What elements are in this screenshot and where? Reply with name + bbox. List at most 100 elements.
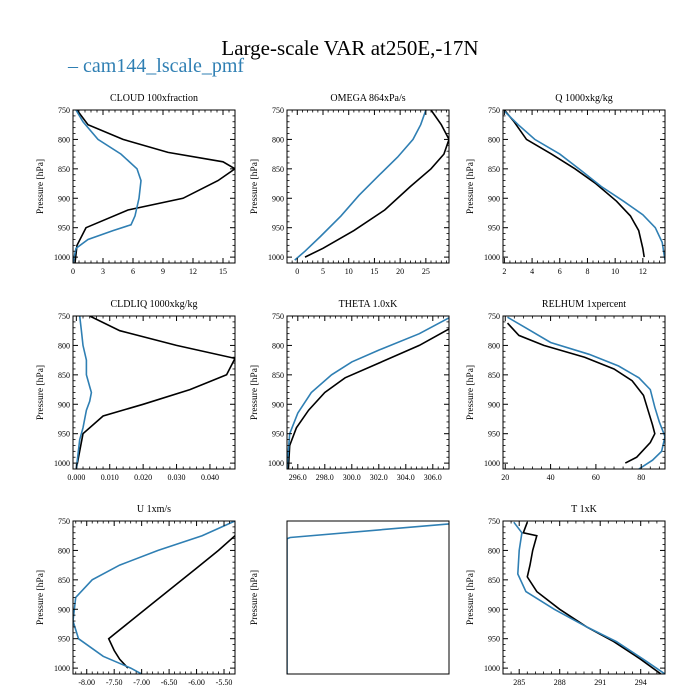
panel-title: CLOUD 100xfraction: [110, 93, 198, 104]
x-tick-label: 20: [396, 267, 404, 276]
y-tick-label: 850: [272, 371, 284, 380]
x-tick-label: 2: [502, 267, 506, 276]
y-tick-label: 900: [58, 400, 70, 409]
x-tick-label: -7.00: [133, 678, 150, 687]
y-tick-label: 900: [488, 194, 500, 203]
y-tick-label: 750: [58, 517, 70, 526]
x-tick-label: 0: [71, 267, 75, 276]
y-axis-label: Pressure [hPa]: [36, 365, 46, 420]
y-tick-label: 1000: [484, 253, 500, 262]
x-tick-label: 15: [219, 267, 227, 276]
x-tick-label: 6: [558, 267, 562, 276]
y-tick-label: 900: [58, 194, 70, 203]
panel-6: RELHUM 1xpercent Pressure [hPa] 750 800 850 9…: [466, 299, 666, 482]
x-tick-label: 0: [295, 267, 299, 276]
x-tick-label: 4: [530, 267, 534, 276]
panel-title: Q 1000xkg/kg: [555, 93, 613, 104]
y-axis-label: Pressure [hPa]: [36, 159, 46, 214]
y-tick-label: 850: [58, 576, 70, 585]
y-tick-label: 1000: [484, 459, 500, 468]
y-tick-label: 750: [488, 106, 500, 115]
x-tick-label: 0.030: [168, 473, 186, 482]
series-line-blue: [287, 317, 449, 469]
y-tick-label: 800: [488, 135, 500, 144]
y-tick-label: 800: [58, 341, 70, 350]
series-line-blue: [503, 110, 665, 261]
series-line-black: [74, 110, 235, 263]
panel-9: T 1xK Pressure [hPa] 750 800 850 900 950 1000 28…: [466, 504, 666, 687]
y-tick-label: 900: [272, 400, 284, 409]
plot-frame: [72, 520, 236, 675]
x-tick-label: 0.020: [134, 473, 152, 482]
y-tick-label: 750: [272, 312, 284, 321]
x-tick-label: 40: [547, 473, 555, 482]
panel-3: Q 1000xkg/kg Pressure [hPa] 750 800 850 900 95…: [466, 93, 666, 276]
y-tick-label: 1000: [54, 459, 70, 468]
series-line-black: [75, 316, 235, 469]
y-tick-label: 850: [272, 165, 284, 174]
panel-title: RELHUM 1xpercent: [542, 299, 626, 310]
series-line-black: [522, 521, 662, 674]
y-tick-label: 800: [58, 135, 70, 144]
series-line-black: [304, 110, 449, 258]
figure-title: Large-scale VAR at250E,-17N: [221, 36, 479, 60]
x-tick-label: -6.00: [188, 678, 205, 687]
x-tick-label: 10: [611, 267, 619, 276]
x-tick-label: -6.50: [161, 678, 178, 687]
series-line-black: [287, 328, 449, 469]
y-axis-label: Pressure [hPa]: [466, 365, 476, 420]
x-tick-label: 12: [189, 267, 197, 276]
x-tick-label: 8: [585, 267, 589, 276]
y-tick-label: 900: [488, 400, 500, 409]
y-axis-label: Pressure [hPa]: [250, 570, 260, 625]
y-axis-label: Pressure [hPa]: [466, 570, 476, 625]
y-tick-label: 950: [488, 635, 500, 644]
x-tick-label: 294: [635, 678, 647, 687]
y-tick-label: 850: [488, 371, 500, 380]
y-tick-label: 750: [272, 106, 284, 115]
y-tick-label: 950: [272, 430, 284, 439]
y-axis-label: Pressure [hPa]: [36, 570, 46, 625]
series-line-blue: [73, 110, 142, 263]
plot-frame: [72, 109, 236, 264]
x-tick-label: -5.50: [216, 678, 233, 687]
x-tick-label: 296.0: [289, 473, 307, 482]
x-tick-label: 288: [554, 678, 566, 687]
x-tick-label: 0.040: [201, 473, 219, 482]
x-tick-label: 80: [637, 473, 645, 482]
x-tick-label: 0.000: [67, 473, 85, 482]
plot-frame: [502, 520, 666, 675]
series-line-blue: [294, 110, 427, 261]
x-tick-label: 5: [321, 267, 325, 276]
x-tick-label: 298.0: [316, 473, 334, 482]
series-line-black: [503, 110, 645, 258]
x-tick-label: 60: [592, 473, 600, 482]
y-tick-label: 750: [488, 517, 500, 526]
x-tick-label: 302.0: [370, 473, 388, 482]
legend-line-icon: –: [68, 55, 83, 77]
y-tick-label: 850: [58, 165, 70, 174]
x-tick-label: 0.010: [101, 473, 119, 482]
y-tick-label: 1000: [484, 664, 500, 673]
y-tick-label: 900: [58, 605, 70, 614]
x-tick-label: 9: [161, 267, 165, 276]
y-tick-label: 900: [272, 194, 284, 203]
panel-title: CLDLIQ 1000xkg/kg: [111, 299, 198, 310]
y-tick-label: 1000: [268, 459, 284, 468]
y-tick-label: 800: [272, 135, 284, 144]
x-tick-label: -7.50: [106, 678, 123, 687]
legend: – cam144_lscale_pmf: [68, 55, 244, 78]
series-line-blue: [507, 316, 665, 469]
y-axis-label: Pressure [hPa]: [466, 159, 476, 214]
y-tick-label: 850: [488, 576, 500, 585]
x-tick-label: 6: [131, 267, 135, 276]
panel-title: T 1xK: [571, 504, 597, 515]
x-tick-label: 300.0: [343, 473, 361, 482]
plot-frame: [286, 520, 450, 675]
x-tick-label: -8.00: [78, 678, 95, 687]
x-tick-label: 20: [501, 473, 509, 482]
series-line-black: [506, 322, 656, 464]
y-tick-label: 750: [58, 312, 70, 321]
